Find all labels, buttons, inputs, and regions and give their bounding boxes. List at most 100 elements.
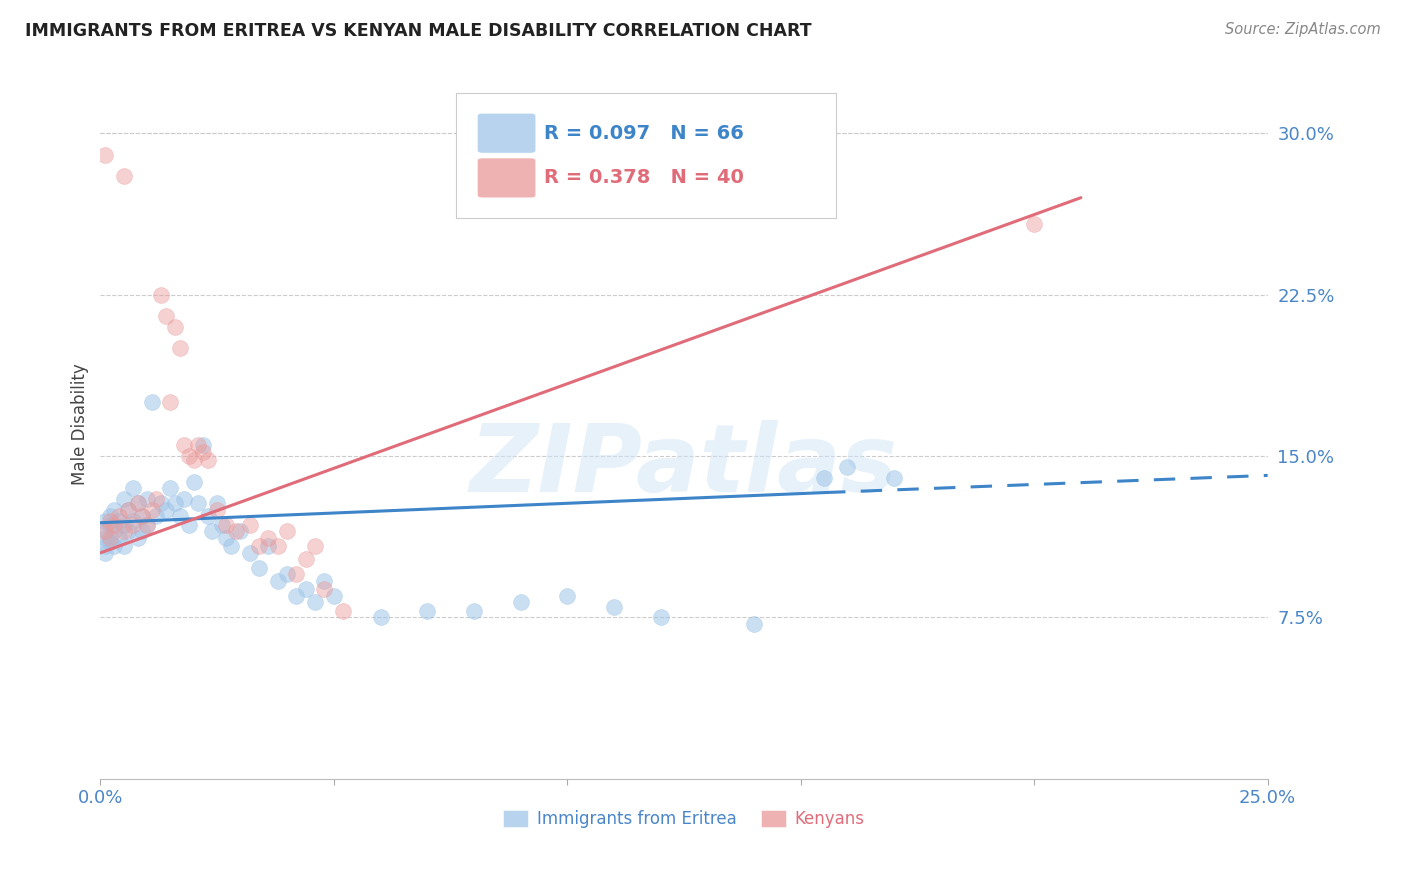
Point (509, 595, 531, 609)
Point (150, 287, 173, 301)
Point (294, 552, 316, 566)
Point (211, 517, 233, 532)
Point (197, 509, 219, 524)
Point (94, 524, 117, 539)
Point (127, 531, 149, 545)
Point (112, 517, 135, 532)
Legend: Immigrants from Eritrea, Kenyans: Immigrants from Eritrea, Kenyans (496, 803, 872, 835)
Point (304, 540, 326, 554)
Point (165, 319, 187, 334)
Point (205, 496, 228, 510)
Point (94, 147, 117, 161)
Point (112, 540, 135, 554)
Point (314, 574, 336, 588)
Text: Source: ZipAtlas.com: Source: ZipAtlas.com (1225, 22, 1381, 37)
Point (177, 449, 200, 463)
Point (103, 503, 125, 517)
Point (837, 459, 859, 474)
Point (332, 604, 354, 618)
Point (122, 514, 145, 528)
Point (276, 567, 298, 582)
Point (150, 496, 173, 510)
Point (247, 561, 270, 575)
Text: ZIPatlas: ZIPatlas (470, 420, 898, 512)
Point (187, 496, 209, 510)
Point (191, 438, 214, 452)
Point (117, 503, 139, 517)
Point (883, 470, 905, 484)
Point (131, 509, 153, 524)
Text: R = 0.097   N = 66: R = 0.097 N = 66 (544, 124, 744, 143)
Point (322, 589, 344, 603)
Point (215, 531, 238, 545)
Point (117, 524, 139, 539)
Point (155, 309, 177, 323)
Point (247, 540, 270, 554)
Point (416, 604, 439, 618)
Point (173, 491, 195, 506)
Point (112, 524, 135, 539)
Point (127, 496, 149, 510)
Point (112, 169, 135, 183)
Point (225, 524, 247, 539)
Y-axis label: Male Disability: Male Disability (72, 363, 89, 484)
Point (108, 509, 131, 524)
Point (169, 342, 191, 356)
FancyBboxPatch shape (457, 94, 835, 218)
Point (136, 517, 159, 532)
Point (98, 514, 121, 528)
Point (276, 524, 298, 539)
Point (183, 453, 205, 467)
Point (463, 604, 485, 618)
Point (131, 524, 153, 539)
Point (173, 438, 195, 452)
Point (603, 599, 626, 614)
Point (98, 517, 121, 532)
Point (239, 517, 262, 532)
Point (117, 503, 139, 517)
Point (127, 496, 149, 510)
Point (197, 453, 219, 467)
Point (267, 540, 290, 554)
Point (370, 610, 392, 624)
Text: IMMIGRANTS FROM ERITREA VS KENYAN MALE DISABILITY CORRELATION CHART: IMMIGRANTS FROM ERITREA VS KENYAN MALE D… (25, 22, 811, 40)
Point (304, 595, 326, 609)
Point (267, 574, 290, 588)
Point (314, 582, 336, 597)
Point (94, 514, 117, 528)
Point (294, 582, 316, 597)
FancyBboxPatch shape (478, 113, 536, 153)
Point (145, 509, 167, 524)
Point (555, 589, 578, 603)
Point (650, 610, 672, 624)
Point (108, 514, 131, 528)
Point (285, 567, 308, 582)
Point (103, 524, 125, 539)
Point (103, 540, 125, 554)
Point (813, 470, 835, 484)
Point (159, 395, 181, 409)
Point (94, 540, 117, 554)
Point (285, 589, 308, 603)
Point (98, 531, 121, 545)
Point (205, 503, 228, 517)
Point (239, 546, 262, 560)
Point (742, 616, 765, 631)
Point (165, 496, 187, 510)
Point (112, 491, 135, 506)
Point (145, 491, 167, 506)
Point (219, 540, 242, 554)
Point (229, 524, 252, 539)
Point (141, 395, 163, 409)
Point (122, 481, 145, 495)
Point (94, 546, 117, 560)
Point (257, 540, 280, 554)
Point (94, 531, 117, 545)
Point (108, 531, 131, 545)
Point (187, 438, 209, 452)
Point (215, 517, 238, 532)
Point (98, 535, 121, 549)
Point (141, 503, 163, 517)
Point (159, 481, 181, 495)
Point (136, 491, 159, 506)
